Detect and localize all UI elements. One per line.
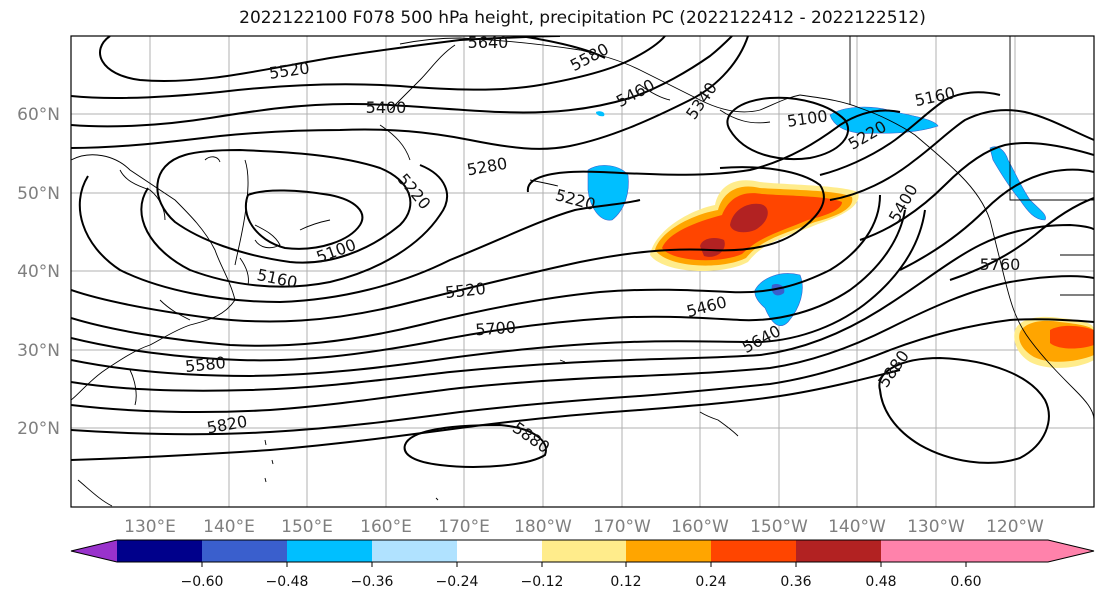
colorbar-tick-label: 0.36 bbox=[780, 574, 811, 590]
latitude-labels: 60°N 50°N 40°N 30°N 20°N bbox=[17, 105, 60, 439]
lat-label: 60°N bbox=[17, 105, 60, 125]
lat-label: 30°N bbox=[17, 341, 60, 361]
colorbar-tick-label: 0.60 bbox=[950, 574, 981, 590]
contour-label: 5400 bbox=[366, 98, 407, 117]
lon-label: 150°W bbox=[750, 517, 808, 537]
colorbar-tick-label: 0.12 bbox=[610, 574, 641, 590]
lon-label: 180°W bbox=[514, 517, 572, 537]
colorbar-segment bbox=[966, 540, 1048, 562]
map-frame bbox=[70, 35, 1095, 508]
colorbar-segment bbox=[117, 540, 202, 562]
colorbar-segment bbox=[542, 540, 626, 562]
lon-label: 130°E bbox=[124, 517, 176, 537]
height-contours bbox=[71, 36, 1094, 468]
colorbar-segment bbox=[202, 540, 287, 562]
contour-label: 5760 bbox=[980, 255, 1021, 274]
lat-label: 50°N bbox=[17, 184, 60, 204]
coastlines bbox=[71, 36, 1094, 507]
lon-label: 150°E bbox=[281, 517, 333, 537]
colorbar-segment bbox=[626, 540, 711, 562]
colorbar-segment bbox=[711, 540, 796, 562]
colorbar-tick-label: −0.12 bbox=[521, 574, 564, 590]
colorbar-tick-label: −0.60 bbox=[181, 574, 224, 590]
colorbar-tick-label: −0.48 bbox=[266, 574, 309, 590]
colorbar-segment bbox=[287, 540, 372, 562]
lon-label: 140°W bbox=[828, 517, 886, 537]
lon-label: 140°E bbox=[203, 517, 255, 537]
colorbar-ticks bbox=[201, 562, 967, 567]
colorbar-tick-label: −0.36 bbox=[351, 574, 394, 590]
colorbar-segment bbox=[881, 540, 966, 562]
colorbar-tick-label: 0.24 bbox=[695, 574, 726, 590]
colorbar-tick-label: −0.24 bbox=[436, 574, 479, 590]
colorbar: −0.60 −0.48 −0.36 −0.24 −0.12 0.12 0.24 … bbox=[70, 539, 1095, 590]
lon-label: 160°W bbox=[671, 517, 729, 537]
colorbar-outline bbox=[70, 539, 1095, 563]
lon-label: 120°W bbox=[986, 517, 1044, 537]
colorbar-segment bbox=[796, 540, 881, 562]
contour-label: 5640 bbox=[468, 33, 509, 52]
lat-label: 20°N bbox=[17, 419, 60, 439]
colorbar-segment bbox=[457, 540, 542, 562]
colorbar-tick-label: 0.48 bbox=[865, 574, 896, 590]
map-title: 2022122100 F078 500 hPa height, precipit… bbox=[239, 8, 926, 28]
lat-label: 40°N bbox=[17, 262, 60, 282]
contour-label: 5520 bbox=[444, 279, 486, 302]
contour-label: 5700 bbox=[475, 318, 517, 340]
lon-label: 130°W bbox=[907, 517, 965, 537]
longitude-labels: 130°E 140°E 150°E 160°E 170°E 180°W 170°… bbox=[124, 517, 1044, 537]
colorbar-segment bbox=[372, 540, 457, 562]
lon-label: 170°W bbox=[593, 517, 651, 537]
colorbar-extend-max bbox=[1048, 540, 1094, 562]
contour-label: 5580 bbox=[184, 353, 226, 376]
lon-label: 160°E bbox=[360, 517, 412, 537]
lon-label: 170°E bbox=[438, 517, 490, 537]
colorbar-extend-min bbox=[71, 540, 117, 562]
